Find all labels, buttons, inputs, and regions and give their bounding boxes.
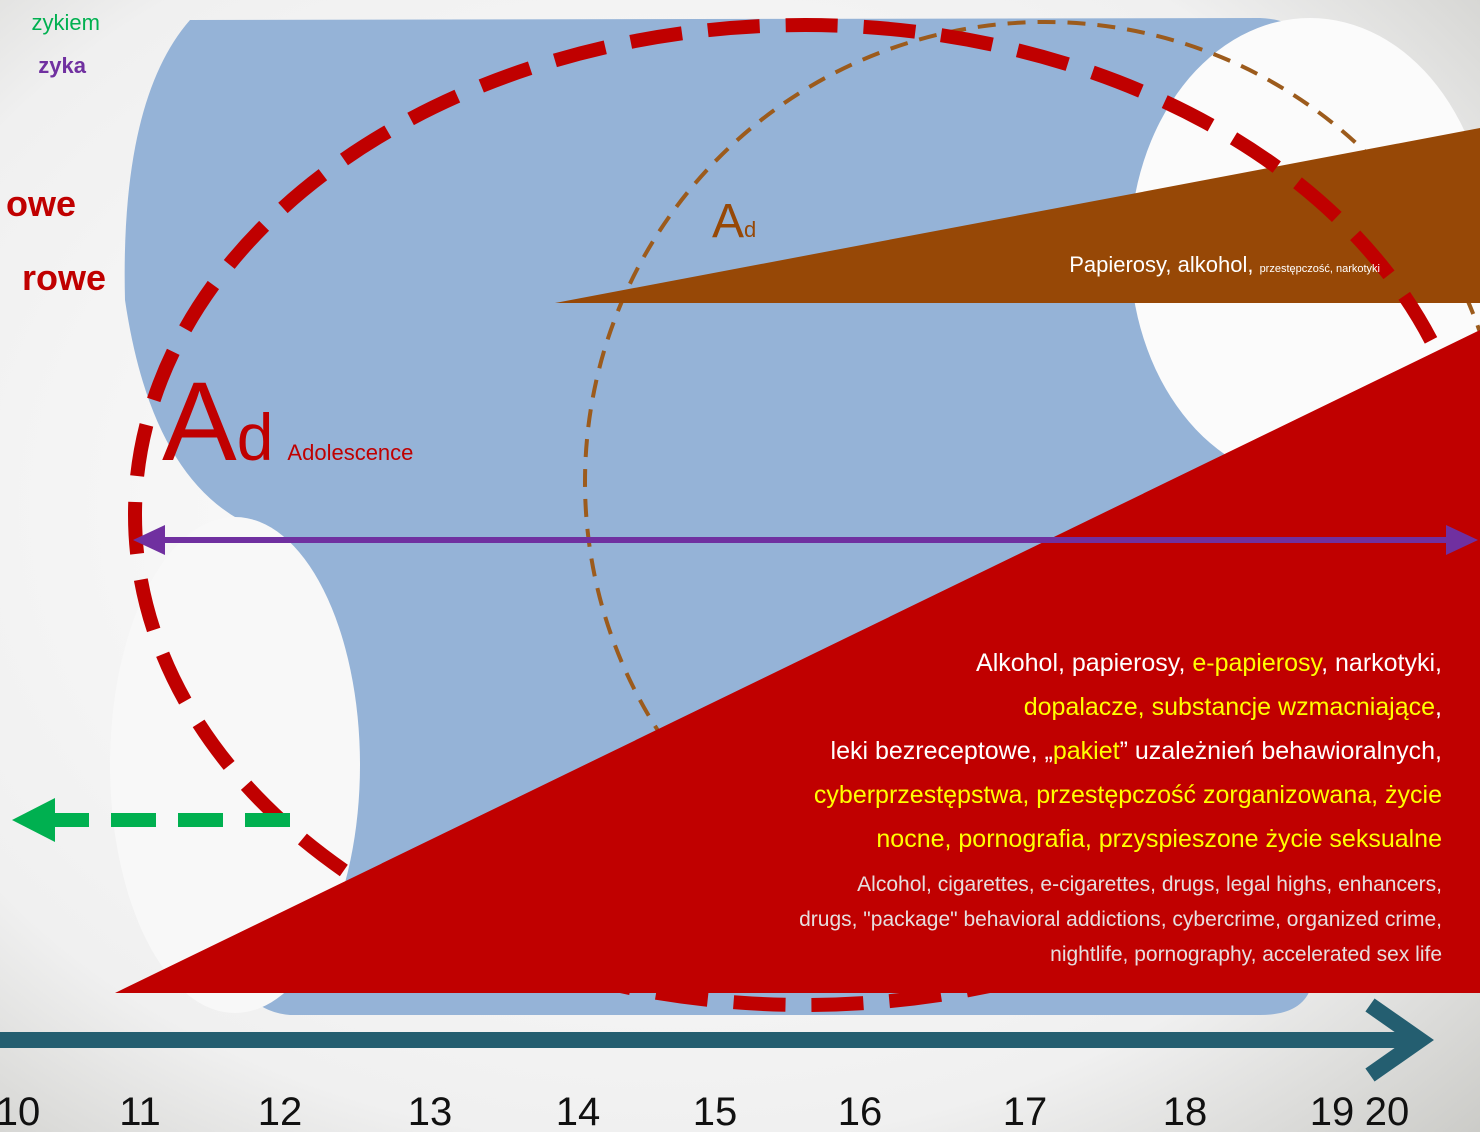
segment: , narkotyki, (1321, 649, 1442, 677)
segment: Alkohol, papierosy, (976, 649, 1192, 677)
axis-label: 18 (1163, 1090, 1208, 1132)
english-line: Alcohol, cigarettes, e-cigarettes, drugs… (857, 873, 1442, 896)
segment: dopalacze, substancje wzmacniające (1024, 693, 1435, 721)
polish-line: nocne, pornografia, przyspieszone życie … (876, 825, 1442, 853)
polish-line: dopalacze, substancje wzmacniające, (1024, 693, 1442, 721)
axis-label: 12 (258, 1090, 303, 1132)
axis-label: 13 (408, 1090, 453, 1132)
left-label: rowe (22, 257, 106, 298)
english-line: nightlife, pornography, accelerated sex … (1050, 943, 1442, 966)
brown-triangle (555, 128, 1480, 303)
axis-label: 16 (838, 1090, 883, 1132)
axis-label: 11 (119, 1090, 161, 1132)
white-cut (110, 517, 360, 1013)
segment: cyberprzestępstwa, przestępczość zorgani… (814, 781, 1442, 809)
axis-label: 10 (0, 1090, 40, 1132)
red-band-text: Alkohol, papierosy, e-papierosy, narkoty… (799, 649, 1442, 966)
adolescence-label: Ad Adolescence (162, 359, 413, 484)
left-label: owe (6, 183, 76, 224)
segment: leki bezreceptowe, „ (831, 737, 1053, 765)
segment: nocne, pornografia, przyspieszone życie … (876, 825, 1442, 853)
english-line: drugs, "package" behavioral addictions, … (799, 908, 1442, 931)
main: Papierosy, alkohol, (1069, 252, 1259, 277)
axis-labels: 10 11 12 13 14 15 16 17 18 19 20 (0, 1090, 1409, 1132)
polish-line: leki bezreceptowe, „pakiet” uzależnień b… (831, 737, 1442, 765)
polish-line: Alkohol, papierosy, e-papierosy, narkoty… (976, 649, 1442, 677)
segment: e-papierosy (1192, 649, 1323, 677)
axis-label: 20 (1365, 1090, 1410, 1132)
symbol: A (712, 195, 744, 248)
brown-band-text: Papierosy, alkohol, przestępczość, narko… (1069, 252, 1380, 277)
axis-label: 14 (556, 1090, 601, 1132)
small: przestępczość, narkotyki (1260, 263, 1380, 275)
axis-label: 17 (1003, 1090, 1048, 1132)
caption: Adolescence (287, 440, 413, 465)
segment: pakiet (1053, 737, 1120, 765)
green-arrow (12, 798, 290, 842)
subscript: d (237, 400, 274, 474)
dashed-ellipse (128, 18, 1480, 1012)
purple-arrow (133, 525, 1478, 555)
inner-label: Ad (712, 195, 756, 248)
subscript: d (744, 217, 756, 242)
symbol: A (162, 359, 237, 484)
segment: ” uzależnień behawioralnych, (1120, 737, 1442, 765)
time-axis (0, 998, 1434, 1082)
axis-label: 15 (693, 1090, 738, 1132)
polish-line: cyberprzestępstwa, przestępczość zorgani… (814, 781, 1442, 809)
left-label: zykiem (32, 10, 100, 35)
red-triangle (115, 330, 1480, 993)
segment: , (1435, 693, 1442, 721)
axis-label: 19 (1310, 1090, 1355, 1132)
left-label: zyka (38, 53, 86, 78)
